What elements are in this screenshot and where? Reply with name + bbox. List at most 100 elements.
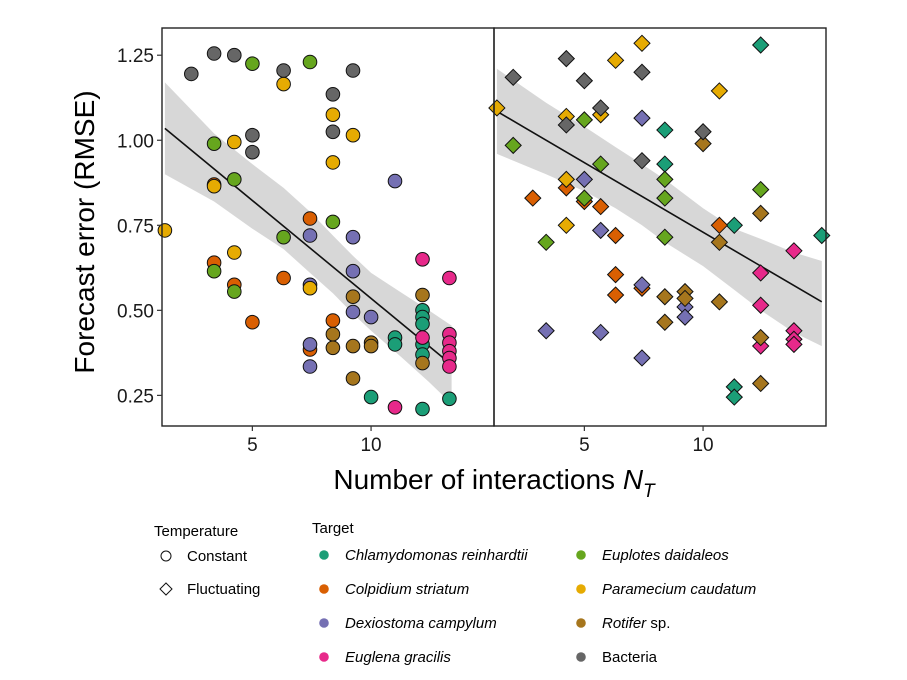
data-point-diamond xyxy=(575,170,594,189)
data-point-diamond xyxy=(524,189,542,207)
legend-target-item: Euglena gracilis xyxy=(319,649,451,666)
data-point-circle xyxy=(302,228,318,243)
data-point-diamond xyxy=(656,170,674,189)
data-point-diamond xyxy=(633,34,651,53)
data-point-diamond xyxy=(813,226,831,245)
data-point-circle xyxy=(325,87,341,102)
data-point-circle xyxy=(325,340,341,356)
data-point-circle xyxy=(345,304,361,320)
legend-target-label: Bacteria xyxy=(602,649,658,666)
data-point-diamond xyxy=(633,151,651,170)
x-axis-title: Number of interactions NT xyxy=(333,464,656,502)
data-point-diamond xyxy=(575,72,594,90)
data-point-circle xyxy=(363,309,379,325)
data-point-diamond xyxy=(656,313,674,331)
legend: Temperature Target Constant Fluctuating Ch… xyxy=(154,520,756,666)
data-point-diamond xyxy=(557,116,576,134)
x-axis-title-text: Number of interactions xyxy=(333,464,622,495)
data-point-diamond xyxy=(751,296,770,314)
data-point-circle xyxy=(302,280,318,296)
data-point-circle xyxy=(206,46,222,61)
legend-target-label: Euglena gracilis xyxy=(345,649,451,666)
legend-color-swatch xyxy=(576,618,586,628)
data-point-diamond xyxy=(591,99,610,117)
data-point-diamond xyxy=(557,49,576,68)
legend-target-item: Bacteria xyxy=(576,649,658,666)
data-point-diamond xyxy=(575,111,594,129)
data-point-diamond xyxy=(504,136,522,155)
legend-target-label-italic: Paramecium caudatum xyxy=(602,581,756,598)
legend-target-item: Colpidium striatum xyxy=(319,581,469,598)
data-point-circle xyxy=(415,330,430,345)
data-point-circle xyxy=(206,136,222,151)
data-point-circle xyxy=(325,155,341,170)
legend-circle-swatch xyxy=(160,550,172,562)
legend-target-label-italic: Dexiostoma campylum xyxy=(345,615,497,632)
data-point-circle xyxy=(387,400,403,415)
data-point-circle xyxy=(276,270,291,286)
data-point-diamond xyxy=(710,293,729,311)
data-point-diamond xyxy=(488,99,506,117)
x-axis-title-subscript: T xyxy=(643,481,656,502)
x-tick-label: 10 xyxy=(692,435,713,456)
legend-target-label-plain: Bacteria xyxy=(602,649,658,666)
data-point-circle xyxy=(245,127,260,143)
legend-temperature-item: Constant xyxy=(160,548,248,565)
data-point-diamond xyxy=(676,289,694,308)
legend-target-label: Rotifer sp. xyxy=(602,615,670,632)
data-point-circle xyxy=(363,389,379,405)
legend-target-label: Dexiostoma campylum xyxy=(345,615,497,632)
x-axis-title-symbol: N xyxy=(623,464,644,495)
data-point-diamond xyxy=(591,323,610,342)
data-point-circle xyxy=(345,289,361,305)
data-point-diamond xyxy=(710,216,729,235)
panels-layer xyxy=(157,34,831,417)
data-point-diamond xyxy=(633,109,651,127)
data-point-circle xyxy=(276,76,291,92)
data-point-circle xyxy=(345,63,361,78)
legend-target-label-italic: Euplotes daidaleos xyxy=(602,547,729,564)
legend-target-label: Chlamydomonas reinhardtii xyxy=(345,547,528,564)
data-point-diamond xyxy=(537,322,555,340)
data-point-diamond xyxy=(656,155,674,173)
legend-target-item: Chlamydomonas reinhardtii xyxy=(319,547,528,564)
data-point-circle xyxy=(325,313,341,328)
data-point-diamond xyxy=(557,170,576,189)
data-point-circle xyxy=(363,338,379,354)
data-point-circle xyxy=(325,214,341,230)
data-point-circle xyxy=(206,263,222,279)
legend-temperature-item: Fluctuating xyxy=(159,581,260,598)
data-point-circle xyxy=(206,178,222,194)
confidence-band xyxy=(164,82,452,404)
data-point-diamond xyxy=(504,68,522,87)
legend-color-swatch xyxy=(576,550,586,560)
data-point-circle xyxy=(227,284,242,299)
legend-temperature-title: Temperature xyxy=(154,523,238,540)
data-point-diamond xyxy=(591,221,610,240)
data-point-circle xyxy=(442,270,457,286)
data-point-diamond xyxy=(751,204,770,223)
legend-target-label: Paramecium caudatum xyxy=(602,581,756,598)
data-point-diamond xyxy=(591,197,610,216)
legend-target-title: Target xyxy=(312,520,355,537)
legend-diamond-swatch xyxy=(159,582,173,596)
data-point-circle xyxy=(302,211,318,226)
legend-temperature-label: Constant xyxy=(187,548,248,565)
data-point-circle xyxy=(276,63,291,78)
data-point-diamond xyxy=(710,82,729,100)
data-point-circle xyxy=(227,245,242,260)
data-point-diamond xyxy=(751,36,770,54)
legend-target-item: Dexiostoma campylum xyxy=(319,615,497,632)
data-point-circle xyxy=(415,355,430,371)
trend-line xyxy=(496,110,823,303)
data-point-diamond xyxy=(591,155,610,173)
x-tick-label: 10 xyxy=(360,435,381,456)
data-point-circle xyxy=(345,127,361,143)
legend-target-label-italic: Euglena gracilis xyxy=(345,649,451,666)
data-point-circle xyxy=(442,391,457,407)
data-point-diamond xyxy=(656,288,674,306)
legend-color-swatch xyxy=(576,584,586,594)
legend-target-label-italic: Chlamydomonas reinhardtii xyxy=(345,547,528,564)
data-point-diamond xyxy=(751,180,770,199)
